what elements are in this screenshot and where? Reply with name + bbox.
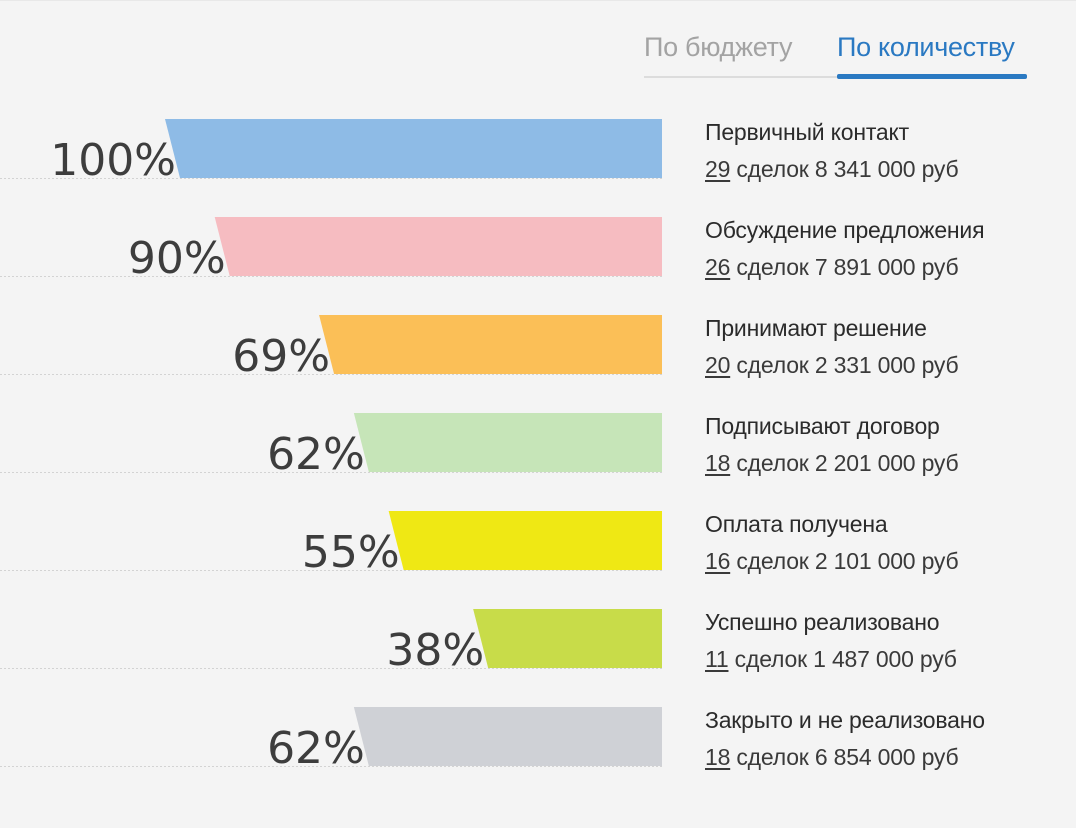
stage-stats: 16 сделок 2 101 000 руб [705,548,959,575]
funnel-bar[interactable] [353,707,662,766]
active-tab-indicator [837,74,1027,79]
stage-stats: 18 сделок 6 854 000 руб [705,744,959,771]
percent-label: 69% [232,331,330,382]
funnel-bar[interactable] [388,511,662,570]
percent-label: 100% [50,135,176,186]
deals-count-link[interactable]: 26 [705,254,731,280]
deals-count-link[interactable]: 20 [705,352,731,378]
stage-stats: 11 сделок 1 487 000 руб [705,646,957,673]
view-toggle-tabs: По бюджету По количеству [644,30,1027,79]
deals-word: сделок [728,646,814,672]
budget-amount: 2 101 000 руб [814,548,959,574]
deals-word: сделок [730,450,815,476]
deals-count-link[interactable]: 29 [705,156,731,182]
tabs-baseline [644,76,1027,78]
deals-count-link[interactable]: 16 [705,548,731,574]
tab-by-budget[interactable]: По бюджету [644,32,793,62]
deals-count-link[interactable]: 11 [705,646,729,672]
percent-label: 90% [128,233,226,284]
stage-stats: 18 сделок 2 201 000 руб [705,450,959,477]
budget-amount: 2 201 000 руб [814,450,959,476]
deals-count-link[interactable]: 18 [705,744,731,770]
top-divider [0,0,1076,1]
budget-amount: 2 331 000 руб [814,352,959,378]
deals-count-link[interactable]: 18 [705,450,731,476]
funnel-bar[interactable] [353,413,662,472]
deals-word: сделок [730,548,815,574]
budget-amount: 7 891 000 руб [814,254,959,280]
stage-name: Закрыто и не реализовано [705,707,985,733]
deals-word: сделок [730,744,815,770]
funnel-bar[interactable] [214,217,662,276]
stage-name: Оплата получена [705,511,888,537]
budget-amount: 8 341 000 руб [814,156,959,182]
funnel-bar[interactable] [319,315,662,374]
percent-label: 38% [386,625,484,676]
deals-word: сделок [730,254,815,280]
tab-by-count[interactable]: По количеству [837,32,1015,62]
percent-label: 62% [267,429,365,480]
funnel-bar[interactable] [473,609,662,668]
stage-name: Обсуждение предложения [705,217,985,243]
deals-word: сделок [730,156,815,182]
stage-name: Первичный контакт [705,119,909,145]
stage-stats: 26 сделок 7 891 000 руб [705,254,959,281]
budget-amount: 6 854 000 руб [814,744,959,770]
funnel-bar[interactable] [165,119,662,178]
stage-stats: 29 сделок 8 341 000 руб [705,156,959,183]
stage-name: Успешно реализовано [705,609,940,635]
stage-name: Принимают решение [705,315,927,341]
percent-label: 55% [302,527,400,578]
stage-name: Подписывают договор [705,413,940,439]
stage-stats: 20 сделок 2 331 000 руб [705,352,959,379]
budget-amount: 1 487 000 руб [813,646,957,672]
deals-word: сделок [730,352,815,378]
percent-label: 62% [267,723,365,774]
